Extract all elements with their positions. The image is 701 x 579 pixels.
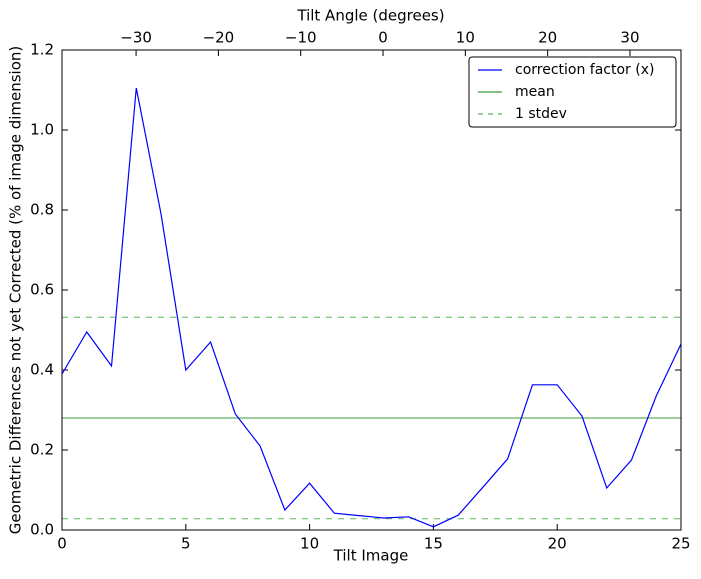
x-tick-label: 25: [671, 535, 690, 553]
x2-tick-label: 30: [620, 29, 639, 47]
x2-tick-label: 20: [538, 29, 557, 47]
x-tick-label: 10: [300, 535, 319, 553]
y-tick-label: 0.8: [30, 201, 54, 219]
x2-tick-label: −20: [203, 29, 235, 47]
y-tick-label: 0.4: [30, 361, 54, 379]
y-tick-label: 0.0: [30, 521, 54, 539]
legend-label: 1 stdev: [515, 106, 567, 122]
y-axis-label: Geometric Differences not yet Corrected …: [7, 46, 25, 535]
x2-tick-label: −10: [285, 29, 317, 47]
x-tick-label: 15: [424, 535, 443, 553]
x-axis-label: Tilt Image: [333, 547, 409, 565]
y-tick-label: 1.2: [30, 41, 54, 59]
x2-tick-label: 0: [378, 29, 388, 47]
legend-box: [468, 56, 677, 128]
y-tick-label: 0.2: [30, 441, 54, 459]
data-line: [61, 87, 682, 528]
x2-tick-label: −30: [120, 29, 152, 47]
x-tick-label: 0: [57, 535, 67, 553]
x-tick-label: 20: [548, 535, 567, 553]
x-tick-label: 5: [181, 535, 191, 553]
plot-frame: [61, 49, 682, 531]
legend-label: mean: [515, 84, 555, 100]
x2-axis-label: Tilt Angle (degrees): [296, 7, 444, 25]
legend-label: correction factor (x): [515, 62, 654, 78]
y-tick-label: 1.0: [30, 121, 54, 139]
x2-tick-label: 10: [456, 29, 475, 47]
y-tick-label: 0.6: [30, 281, 54, 299]
